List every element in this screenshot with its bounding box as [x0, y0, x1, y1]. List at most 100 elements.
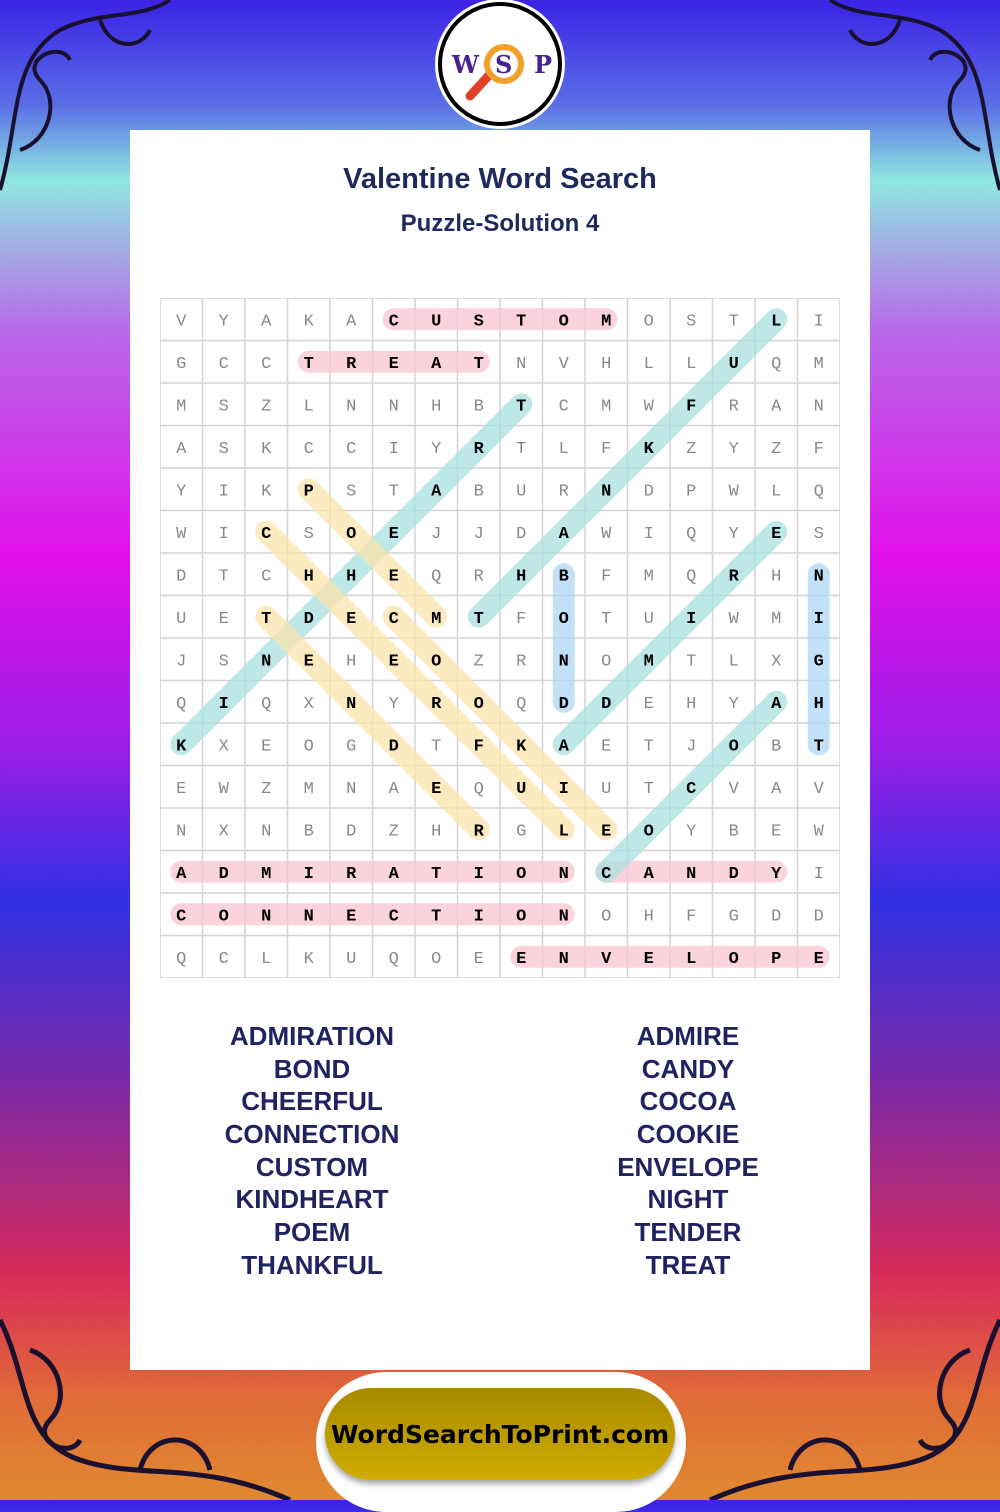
- grid-letter: K: [261, 440, 272, 459]
- grid-letter: L: [771, 312, 781, 331]
- grid-letter: M: [644, 567, 654, 586]
- grid-letter: Q: [261, 695, 271, 714]
- grid-letter: C: [219, 355, 229, 374]
- grid-letter: R: [729, 397, 739, 416]
- grid-letter: A: [771, 695, 782, 714]
- grid-letter: N: [601, 482, 611, 501]
- grid-letter: I: [814, 312, 824, 331]
- grid-letter: Z: [261, 397, 271, 416]
- grid-letter: D: [346, 822, 356, 841]
- grid-letter: K: [644, 440, 655, 459]
- grid-letter: A: [389, 865, 400, 884]
- grid-letter: G: [814, 652, 824, 671]
- grid-letter: K: [304, 312, 315, 331]
- grid-letter: H: [644, 907, 654, 926]
- grid-letter: N: [686, 865, 696, 884]
- grid-letter: M: [644, 652, 654, 671]
- grid-letter: V: [601, 950, 612, 969]
- grid-letter: T: [431, 737, 441, 756]
- grid-letter: D: [516, 525, 526, 544]
- grid-letter: L: [304, 397, 314, 416]
- grid-letter: X: [219, 737, 229, 756]
- solution-highlight-admire: [552, 520, 788, 756]
- grid-letter: V: [729, 780, 740, 799]
- grid-letter: A: [771, 780, 782, 799]
- magnifier-icon: [465, 44, 524, 101]
- grid-letter: E: [644, 695, 654, 714]
- grid-letter: K: [304, 950, 315, 969]
- grid-letter: I: [474, 907, 484, 926]
- grid-letter: U: [176, 610, 186, 629]
- grid-letter: Y: [431, 440, 441, 459]
- grid-letter: Q: [389, 950, 399, 969]
- solution-highlight-kindheart: [170, 393, 533, 756]
- grid-letter: E: [771, 822, 781, 841]
- grid-letter: B: [304, 822, 314, 841]
- grid-letter: T: [729, 312, 739, 331]
- grid-letter: T: [431, 865, 441, 884]
- grid-letter: U: [601, 780, 611, 799]
- grid-letter: A: [346, 312, 357, 331]
- grid-letter: Q: [176, 950, 186, 969]
- grid-letter: E: [261, 737, 271, 756]
- grid-letter: D: [601, 695, 611, 714]
- grid-letter: L: [559, 822, 569, 841]
- grid-letter: R: [431, 695, 442, 714]
- grid-letter: C: [559, 397, 569, 416]
- grid-letter: N: [176, 822, 186, 841]
- solution-highlight-cookie: [382, 605, 618, 841]
- grid-letter: E: [601, 822, 611, 841]
- grid-letter: O: [644, 822, 654, 841]
- grid-letter: A: [176, 865, 187, 884]
- word-list-item: CONNECTION: [224, 1119, 400, 1150]
- grid-letter: B: [474, 482, 484, 501]
- grid-letter: R: [474, 567, 484, 586]
- grid-letter: V: [176, 312, 187, 331]
- grid-letter: M: [431, 610, 441, 629]
- grid-letter: J: [431, 525, 441, 544]
- grid-letter: A: [431, 482, 442, 501]
- logo-letter: P: [534, 50, 553, 79]
- grid-letter: A: [644, 865, 655, 884]
- grid-letter: G: [729, 907, 739, 926]
- grid-letter: F: [686, 397, 696, 416]
- grid-letter: S: [219, 652, 229, 671]
- grid-letter: S: [346, 482, 356, 501]
- grid-letter: R: [729, 567, 740, 586]
- grid-letter: N: [346, 695, 356, 714]
- grid-letter: A: [559, 737, 570, 756]
- grid-letter: I: [686, 610, 696, 629]
- logo-letter: S: [495, 50, 513, 79]
- word-search-grid: V Y A K A C U S T O M O S T L I G C C T R E A T N V H L L U Q M M S Z L N N H B…: [160, 298, 840, 978]
- grid-letter: L: [261, 950, 271, 969]
- grid-letter: U: [516, 482, 526, 501]
- grid-letter: G: [176, 355, 186, 374]
- grid-letter: L: [686, 355, 696, 374]
- grid-letter: I: [219, 482, 229, 501]
- grid-letter: Q: [431, 567, 441, 586]
- corner-ornament-bottom-left: [0, 1318, 292, 1500]
- corner-ornament-top-left: [0, 0, 172, 191]
- website-link[interactable]: WordSearchToPrint.com: [325, 1388, 675, 1480]
- grid-letter: I: [474, 865, 484, 884]
- grid-letter: S: [814, 525, 824, 544]
- grid-letter: O: [474, 695, 484, 714]
- grid-letter: T: [474, 610, 484, 629]
- grid-letter: N: [261, 907, 271, 926]
- grid-letter: N: [261, 822, 271, 841]
- grid-letter: Y: [729, 695, 739, 714]
- grid-letter: E: [389, 652, 399, 671]
- solution-highlight-poem: [297, 478, 448, 628]
- grid-letter: H: [346, 652, 356, 671]
- grid-letter: H: [516, 567, 526, 586]
- grid-letter: H: [431, 397, 441, 416]
- grid-letter: O: [559, 610, 569, 629]
- grid-letter: O: [219, 907, 229, 926]
- grid-letter: L: [686, 950, 696, 969]
- grid-letter: H: [304, 567, 314, 586]
- solution-highlight-tender: [255, 605, 490, 841]
- corner-ornament-bottom-right: [708, 1318, 1000, 1500]
- grid-letter: Q: [474, 780, 484, 799]
- grid-letter: N: [559, 950, 569, 969]
- grid-letter: T: [601, 610, 611, 629]
